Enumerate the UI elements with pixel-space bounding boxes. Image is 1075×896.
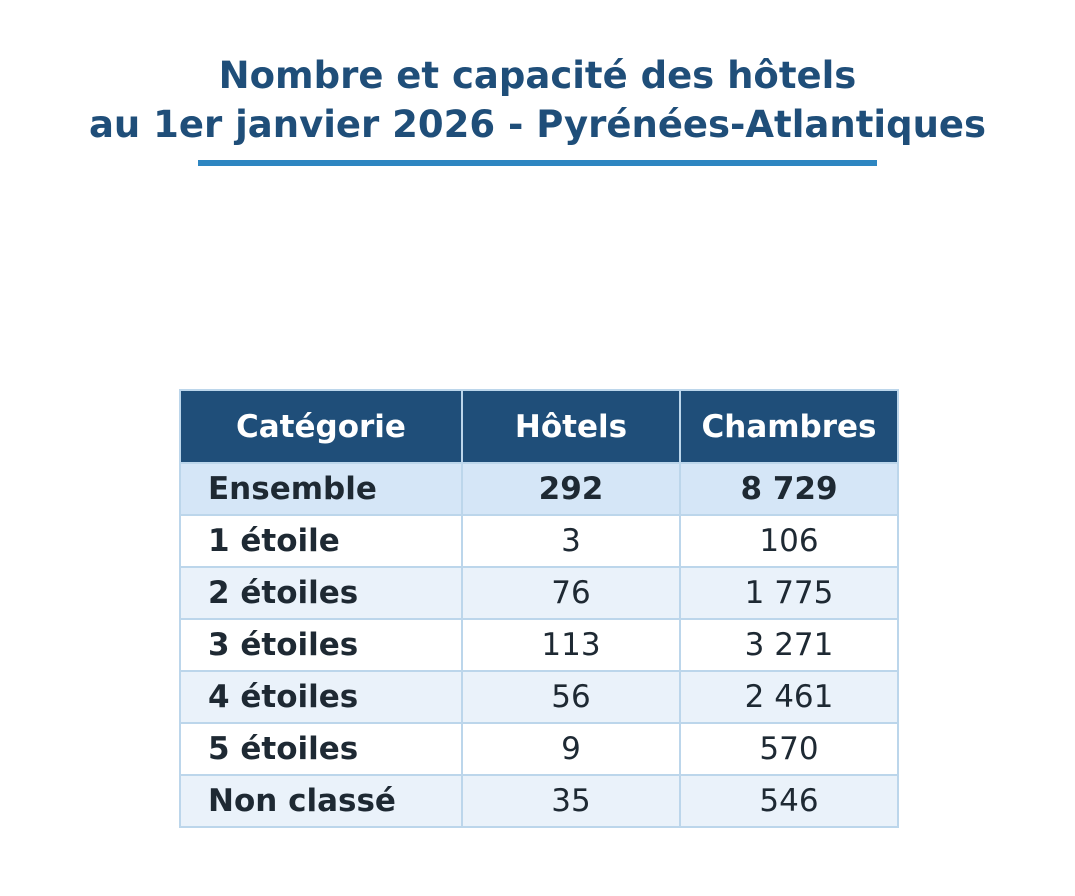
table-row: 5 étoiles 9 570	[179, 722, 899, 776]
cell-chambres: 8 729	[679, 462, 899, 516]
cell-hotels: 35	[461, 774, 681, 828]
table-row: 2 étoiles 76 1 775	[179, 566, 899, 620]
cell-chambres: 546	[679, 774, 899, 828]
cell-hotels: 3	[461, 514, 681, 568]
cell-category: 2 étoiles	[179, 566, 463, 620]
column-header-categorie: Catégorie	[179, 389, 463, 464]
cell-category: 3 étoiles	[179, 618, 463, 672]
cell-chambres: 3 271	[679, 618, 899, 672]
table-body: Ensemble 292 8 729 1 étoile 3 106 2 étoiles 76 1…	[179, 462, 899, 828]
chart-title-line-2: au 1er janvier 2026 - Pyrénées-Atlantiqu…	[88, 103, 987, 146]
cell-category: Non classé	[179, 774, 463, 828]
hotels-table: Catégorie Hôtels Chambres Ensemble 292 8 7…	[179, 389, 899, 828]
cell-category: Ensemble	[179, 462, 463, 516]
table-row: 3 étoiles 113 3 271	[179, 618, 899, 672]
column-header-chambres: Chambres	[679, 389, 899, 464]
cell-category: 4 étoiles	[179, 670, 463, 724]
table-row: 4 étoiles 56 2 461	[179, 670, 899, 724]
chart-title-line-1: Nombre et capacité des hôtels	[218, 54, 857, 97]
cell-hotels: 76	[461, 566, 681, 620]
cell-category: 1 étoile	[179, 514, 463, 568]
cell-chambres: 1 775	[679, 566, 899, 620]
table-row: Non classé 35 546	[179, 774, 899, 828]
table-header-row: Catégorie Hôtels Chambres	[179, 389, 899, 464]
column-header-hotels: Hôtels	[461, 389, 681, 464]
cell-chambres: 106	[679, 514, 899, 568]
cell-chambres: 570	[679, 722, 899, 776]
cell-category: 5 étoiles	[179, 722, 463, 776]
cell-chambres: 2 461	[679, 670, 899, 724]
cell-hotels: 56	[461, 670, 681, 724]
cell-hotels: 9	[461, 722, 681, 776]
title-underline	[198, 160, 877, 166]
cell-hotels: 113	[461, 618, 681, 672]
cell-hotels: 292	[461, 462, 681, 516]
table-row-total: Ensemble 292 8 729	[179, 462, 899, 516]
table-row: 1 étoile 3 106	[179, 514, 899, 568]
